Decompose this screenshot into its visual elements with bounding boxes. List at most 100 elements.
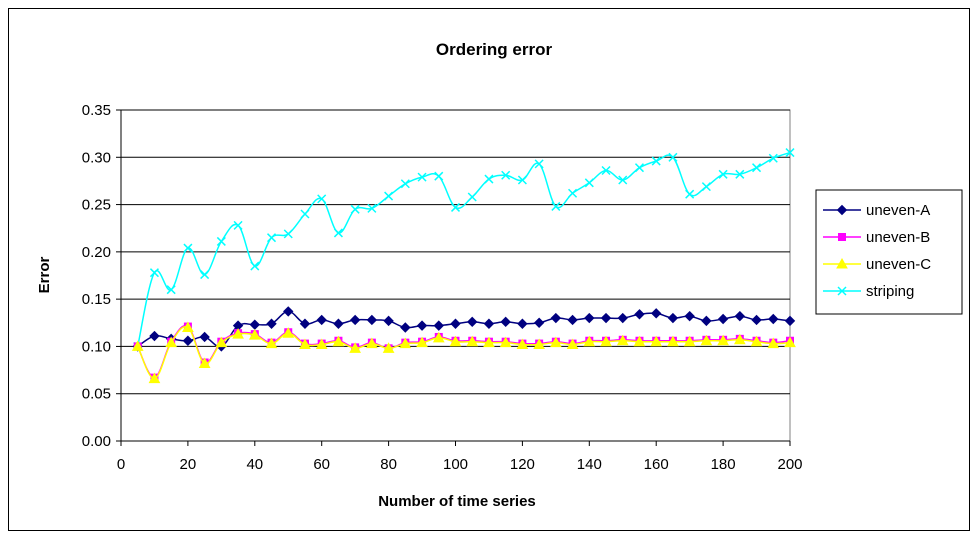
x-tick-label: 20 bbox=[180, 456, 197, 473]
x-tick-label: 200 bbox=[777, 456, 802, 473]
x-tick-label: 160 bbox=[644, 456, 669, 473]
data-point-uneven-c bbox=[667, 335, 679, 347]
y-tick-label: 0.25 bbox=[82, 197, 111, 214]
x-marker-stroke bbox=[200, 270, 210, 280]
data-point-striping bbox=[718, 169, 728, 179]
data-point-striping bbox=[484, 174, 494, 184]
x-marker-stroke bbox=[685, 189, 695, 199]
data-point-uneven-a bbox=[483, 318, 495, 329]
y-tick-label: 0.20 bbox=[82, 244, 111, 261]
data-point-striping bbox=[651, 156, 661, 166]
x-marker-stroke bbox=[735, 169, 745, 179]
data-point-uneven-a bbox=[517, 318, 528, 329]
data-point-uneven-a bbox=[333, 318, 344, 329]
data-point-uneven-a bbox=[500, 316, 511, 328]
data-point-uneven-c bbox=[182, 321, 194, 333]
data-point-uneven-c bbox=[600, 335, 612, 347]
legend-label-uneven-c: uneven-C bbox=[866, 256, 931, 273]
data-point-uneven-a bbox=[182, 335, 194, 346]
data-point-striping bbox=[568, 188, 578, 198]
data-point-uneven-a bbox=[533, 317, 545, 328]
axes: 0.00 0.05 0.10 0.15 0.20 0.25 0.30 0.35 0 20 40 60 8… bbox=[82, 102, 803, 473]
x-marker-stroke bbox=[718, 169, 728, 179]
data-point-uneven-c bbox=[215, 336, 228, 348]
data-point-striping bbox=[584, 178, 594, 188]
y-tick-label: 0.05 bbox=[82, 386, 111, 403]
data-point-striping bbox=[785, 148, 795, 158]
x-marker-stroke bbox=[837, 286, 847, 296]
data-point-uneven-c bbox=[683, 335, 696, 347]
x-marker-stroke bbox=[701, 182, 711, 192]
gridlines bbox=[121, 109, 790, 395]
data-point-striping bbox=[517, 175, 527, 185]
data-point-uneven-c bbox=[432, 331, 445, 343]
data-point-striping bbox=[317, 194, 327, 204]
data-point-uneven-a bbox=[634, 309, 645, 320]
data-point-uneven-c bbox=[382, 342, 395, 353]
legend-label-striping: striping bbox=[866, 283, 914, 300]
x-tick-label: 80 bbox=[380, 456, 397, 473]
x-marker-stroke bbox=[568, 188, 578, 198]
data-point-uneven-a bbox=[717, 313, 729, 325]
x-marker-stroke bbox=[417, 172, 427, 182]
data-point-uneven-c bbox=[717, 334, 729, 346]
data-point-uneven-c bbox=[148, 372, 161, 384]
x-marker-stroke bbox=[551, 201, 561, 211]
x-marker-stroke bbox=[266, 233, 277, 243]
data-point-uneven-a bbox=[349, 314, 361, 326]
data-point-uneven-c bbox=[566, 338, 579, 350]
data-point-uneven-a bbox=[283, 306, 294, 317]
y-tick-label: 0.35 bbox=[82, 102, 111, 119]
x-marker-stroke bbox=[467, 192, 477, 202]
data-point-uneven-c bbox=[165, 336, 178, 348]
legend-label-uneven-b: uneven-B bbox=[866, 229, 930, 246]
x-marker-stroke bbox=[434, 171, 444, 181]
data-point-striping bbox=[200, 270, 210, 280]
data-point-uneven-c bbox=[416, 336, 428, 348]
data-point-uneven-a bbox=[701, 315, 712, 327]
data-point-uneven-a bbox=[768, 313, 779, 325]
data-point-striping bbox=[350, 204, 360, 214]
x-marker-stroke bbox=[534, 159, 544, 169]
data-point-uneven-a bbox=[316, 314, 327, 326]
data-point-striping bbox=[450, 202, 461, 212]
series-striping bbox=[133, 148, 795, 351]
data-point-striping bbox=[685, 189, 695, 199]
data-point-uneven-a bbox=[199, 331, 210, 343]
data-point-striping bbox=[283, 229, 293, 239]
x-marker-stroke bbox=[300, 209, 310, 219]
plot-area bbox=[120, 109, 791, 442]
data-point-striping bbox=[768, 153, 778, 163]
data-point-striping bbox=[434, 171, 444, 181]
x-marker-stroke bbox=[501, 170, 511, 180]
data-point-uneven-c bbox=[332, 335, 345, 347]
data-point-striping bbox=[149, 268, 159, 278]
data-point-uneven-c bbox=[366, 337, 378, 349]
x-marker-stroke bbox=[367, 203, 377, 213]
data-point-uneven-a bbox=[667, 312, 679, 324]
x-tick-label: 180 bbox=[711, 456, 736, 473]
x-marker-stroke bbox=[651, 156, 661, 166]
data-point-uneven-c bbox=[248, 329, 261, 340]
data-point-uneven-c bbox=[767, 337, 780, 349]
legend-item-uneven-c: uneven-C bbox=[823, 256, 931, 273]
legend-marker-striping bbox=[837, 286, 847, 296]
x-tick-label: 140 bbox=[577, 456, 602, 473]
x-tick-label: 60 bbox=[313, 456, 330, 473]
data-point-uneven-a bbox=[584, 312, 595, 324]
x-marker-stroke bbox=[584, 178, 594, 188]
y-tick-label: 0.10 bbox=[82, 338, 111, 355]
x-marker-stroke bbox=[166, 285, 176, 295]
data-point-uneven-a bbox=[149, 330, 160, 342]
data-point-striping bbox=[618, 175, 628, 185]
data-point-uneven-a bbox=[617, 312, 628, 324]
data-point-uneven-c bbox=[131, 340, 144, 351]
data-point-uneven-c bbox=[232, 328, 244, 339]
data-point-uneven-c bbox=[466, 335, 479, 347]
series-group bbox=[131, 148, 796, 384]
data-point-striping bbox=[233, 220, 243, 230]
x-axis-title: Number of time series bbox=[378, 493, 536, 510]
data-point-uneven-a bbox=[650, 308, 662, 319]
data-point-uneven-a bbox=[684, 310, 695, 322]
data-point-striping bbox=[668, 152, 678, 162]
